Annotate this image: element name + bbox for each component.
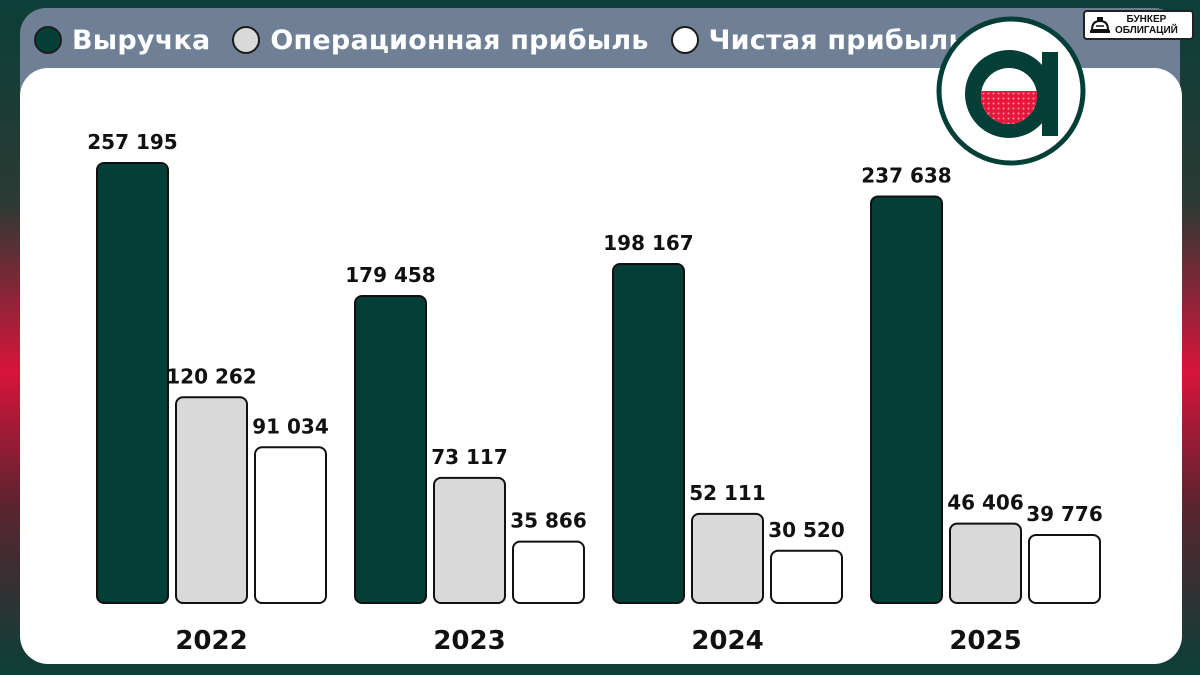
bar-revenue-2025 <box>870 195 943 604</box>
bar-net-profit-2025 <box>1028 533 1101 604</box>
bar-revenue-2024 <box>612 262 685 604</box>
data-label-operating-profit-2023: 73 117 <box>431 445 508 469</box>
legend-swatch-net-profit <box>670 26 699 54</box>
bar-revenue-2023 <box>354 294 427 604</box>
data-label-net-profit-2023: 35 866 <box>510 509 587 533</box>
legend-label-revenue: Выручка <box>72 24 211 56</box>
legend-label-operating-profit: Операционная прибыль <box>270 24 649 56</box>
data-label-revenue-2022: 257 195 <box>87 130 177 154</box>
x-tick-label-2025: 2025 <box>949 626 1021 656</box>
bar-operating-profit-2022 <box>175 396 248 604</box>
bar-net-profit-2022 <box>254 446 327 604</box>
x-tick-label-2022: 2022 <box>175 626 247 656</box>
data-label-net-profit-2024: 30 520 <box>768 518 845 542</box>
bunker-badge: БУНКЕР ОБЛИГАЦИЙ <box>1083 10 1194 40</box>
data-label-operating-profit-2025: 46 406 <box>947 491 1024 515</box>
bunker-icon <box>1090 17 1110 33</box>
bar-operating-profit-2023 <box>433 476 506 605</box>
bar-revenue-2022 <box>96 162 169 604</box>
legend-item-net-profit: Чистая прибыль <box>670 24 966 56</box>
data-label-net-profit-2022: 91 034 <box>252 414 329 438</box>
legend-item-operating-profit: Операционная прибыль <box>232 25 648 56</box>
legend-swatch-operating-profit <box>232 26 261 54</box>
company-logo-icon <box>936 16 1086 166</box>
badge-line-1: БУНКЕР <box>1126 14 1167 25</box>
data-label-operating-profit-2022: 120 262 <box>166 364 256 388</box>
legend-swatch-revenue <box>34 26 62 54</box>
bar-net-profit-2023 <box>512 540 585 604</box>
bar-operating-profit-2025 <box>949 522 1022 605</box>
badge-text: БУНКЕР ОБЛИГАЦИЙ <box>1115 14 1178 36</box>
data-label-revenue-2025: 237 638 <box>861 163 951 187</box>
data-label-net-profit-2025: 39 776 <box>1026 502 1103 526</box>
x-tick-label-2024: 2024 <box>691 626 763 656</box>
chart-legend: Выручка Операционная прибыль Чистая приб… <box>34 18 966 62</box>
data-label-revenue-2024: 198 167 <box>603 231 693 255</box>
bar-net-profit-2024 <box>770 549 843 604</box>
data-label-revenue-2023: 179 458 <box>345 263 435 287</box>
data-label-operating-profit-2024: 52 111 <box>689 481 766 505</box>
x-tick-label-2023: 2023 <box>433 626 505 656</box>
legend-item-revenue: Выручка <box>34 25 210 56</box>
legend-label-net-profit: Чистая прибыль <box>708 24 966 56</box>
bar-operating-profit-2024 <box>691 512 764 604</box>
badge-line-2: ОБЛИГАЦИЙ <box>1115 25 1178 36</box>
